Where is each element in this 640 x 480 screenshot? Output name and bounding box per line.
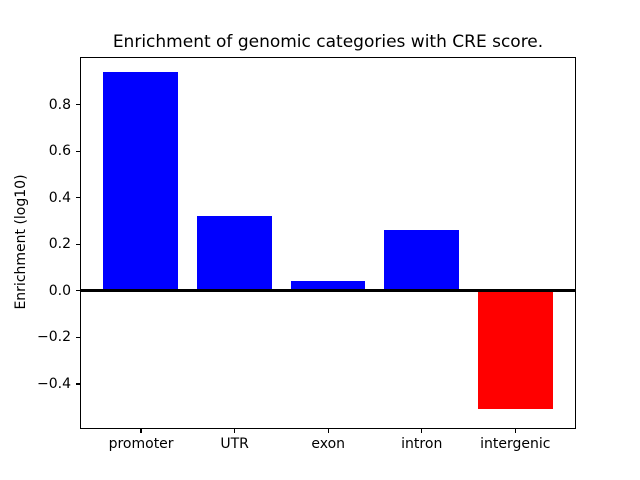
bar-promoter bbox=[103, 71, 179, 291]
x-tick-label-UTR: UTR bbox=[220, 436, 249, 452]
x-tick-label-intron: intron bbox=[401, 436, 443, 452]
y-tick-label: −0.4 bbox=[37, 375, 71, 392]
y-tick-label: −0.2 bbox=[37, 329, 71, 346]
x-tick bbox=[140, 428, 142, 434]
x-tick bbox=[514, 428, 516, 434]
y-tick-label: 0.6 bbox=[48, 143, 71, 160]
y-tick bbox=[76, 150, 81, 152]
x-tick-label-promoter: promoter bbox=[108, 436, 174, 452]
x-tick-label-intergenic: intergenic bbox=[480, 436, 551, 452]
bar-exon bbox=[290, 281, 366, 291]
y-tick bbox=[76, 336, 81, 339]
x-tick-label-exon: exon bbox=[311, 436, 346, 452]
plot-area bbox=[80, 57, 576, 429]
x-tick bbox=[421, 428, 423, 434]
bar-UTR bbox=[197, 216, 272, 291]
y-tick-label: 0.8 bbox=[48, 96, 71, 113]
y-tick-label: 0.4 bbox=[48, 189, 71, 206]
y-tick bbox=[76, 104, 81, 106]
x-tick bbox=[327, 428, 329, 434]
y-tick bbox=[76, 383, 81, 385]
zero-line bbox=[81, 289, 575, 293]
bar-intergenic bbox=[477, 290, 553, 410]
bar-intron bbox=[384, 230, 459, 291]
y-tick bbox=[76, 197, 81, 199]
chart-title: Enrichment of genomic categories with CR… bbox=[112, 32, 544, 52]
y-tick bbox=[76, 290, 81, 292]
x-tick bbox=[234, 428, 236, 434]
y-tick bbox=[76, 243, 81, 245]
y-tick-label: 0.0 bbox=[48, 282, 71, 299]
y-tick-label: 0.2 bbox=[48, 236, 71, 253]
